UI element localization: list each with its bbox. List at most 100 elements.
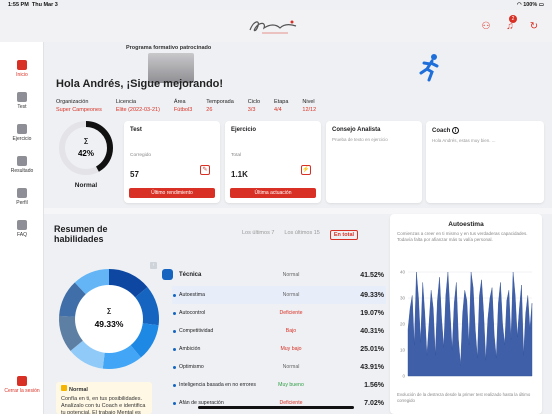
coach-title-row: Coach i <box>426 121 544 134</box>
skill-row[interactable]: Ambición Muy bajo 25.01% <box>172 340 386 358</box>
skill-value: 40.31% <box>360 327 384 335</box>
note-icon <box>61 385 67 391</box>
analyst-advice: Prueba de texto en ejercicio <box>332 137 388 142</box>
skill-name: Autocontrol <box>172 310 262 316</box>
filter-total[interactable]: En total <box>329 230 359 240</box>
level-note: Normal Confía en ti, en tus posibilidade… <box>56 382 152 414</box>
skills-table: Técnica Normal 41.52% Autoestima Normal 49.33… <box>162 264 386 412</box>
card-title: Coach <box>432 128 451 134</box>
logout-label: Cerrar la sesión <box>4 388 40 394</box>
meta-ciclo: Ciclo 3/3 <box>247 99 261 113</box>
skill-name: Técnica <box>179 272 202 278</box>
status-time: 1:55 PM <box>8 2 29 8</box>
edit-icon[interactable]: ✎ <box>200 165 210 175</box>
skill-value: 19.07% <box>360 309 384 317</box>
autoestima-chart: 0 10 20 30 40 <box>400 270 533 379</box>
skill-name: Optimismo <box>172 364 262 370</box>
skill-row[interactable]: Autoestima Normal 49.33% <box>172 286 386 304</box>
main-content: Programa formativo patrocinado Hola Andr… <box>44 42 552 414</box>
skill-level: Muy bueno <box>278 382 304 388</box>
home-indicator <box>198 406 354 409</box>
sidebar-item-inicio[interactable]: Inicio <box>0 60 44 78</box>
divider <box>44 208 552 214</box>
chart-title: Autoestima <box>448 221 484 228</box>
meta-temporada: Temporada 26 <box>206 99 234 113</box>
sidebar-item-test[interactable]: Test <box>0 92 44 110</box>
card-title: Consejo Analista <box>332 127 381 133</box>
coach-card: Coach i Hola Andrés, estas muy bien. ... <box>426 121 544 203</box>
meta-area: Área Fútbol3 <box>173 99 193 113</box>
status-bar: 1:55 PM Thu Mar 3 ◠ 100% ▭ <box>0 0 552 10</box>
y-tick-label: 30 <box>400 296 406 301</box>
sidebar-item-ejercicio[interactable]: Ejercicio <box>0 124 44 142</box>
refresh-icon[interactable]: ↻ <box>529 20 539 32</box>
skill-row[interactable]: Afán de superación Deficiente 7.02% <box>172 394 386 412</box>
status-date: Thu Mar 3 <box>31 2 58 8</box>
notification-badge: 2 <box>509 15 517 23</box>
card-sub: Corregido <box>130 153 152 158</box>
skill-level: Normal <box>282 292 300 298</box>
test-card[interactable]: Test Corregido 57 ✎ Último rendimiento <box>124 121 220 203</box>
skill-row[interactable]: Competitividad Bajo 40.31% <box>172 322 386 340</box>
sidebar-item-perfil[interactable]: Perfil <box>0 188 44 206</box>
card-value: 57 <box>130 170 139 179</box>
skill-row[interactable]: Autocontrol Deficiente 19.07% <box>172 304 386 322</box>
card-sub: Total <box>231 153 242 158</box>
skill-row[interactable]: Optimismo Normal 43.91% <box>172 358 386 376</box>
y-tick-label: 40 <box>400 270 406 275</box>
last-exercise-button[interactable]: Última actuación <box>230 188 316 198</box>
meta-etapa: Etapa 4/4 <box>274 99 289 113</box>
score-symbol: Σ <box>83 137 88 146</box>
meta-licencia: Licencia Elite (2022-03-21) <box>115 99 160 113</box>
skill-row[interactable]: Técnica Normal 41.52% <box>162 264 386 286</box>
sidebar: Inicio Test Ejercicio Resultado Perfil F… <box>0 42 44 414</box>
sidebar-item-resultado[interactable]: Resultado <box>0 156 44 174</box>
logout-button[interactable]: Cerrar la sesión <box>0 376 44 394</box>
score-ring: Σ 42% <box>59 121 113 175</box>
profile-icon <box>17 188 27 198</box>
run-icon[interactable]: ⚡ <box>301 165 311 175</box>
chart-footer: Evolución de la destreza desde la primer… <box>397 392 531 403</box>
expand-icon[interactable]: ‹ <box>150 262 157 269</box>
info-icon[interactable]: i <box>452 127 460 134</box>
skill-level: Normal <box>282 364 300 370</box>
skill-level: Bajo <box>285 328 297 334</box>
skills-section: Resumen de habilidades Los últimos 7 Los… <box>54 214 386 414</box>
sidebar-label: Perfil <box>16 200 28 206</box>
sidebar-label: Resultado <box>10 168 34 174</box>
bell-icon[interactable]: ♫ 2 <box>504 15 517 32</box>
sidebar-item-faq[interactable]: FAQ <box>0 220 44 238</box>
skill-value: 49.33% <box>360 291 384 299</box>
sponsor-label: Programa formativo patrocinado <box>126 45 212 51</box>
skill-level: Deficiente <box>279 310 303 316</box>
card-title: Test <box>130 127 142 133</box>
filter-last-15[interactable]: Los últimos 15 <box>284 230 320 236</box>
meta-nivel: Nivel 12/12 <box>302 99 317 113</box>
y-tick-label: 10 <box>400 348 406 353</box>
faq-icon <box>17 220 27 230</box>
add-user-icon[interactable]: ⚇ <box>481 20 491 32</box>
coach-message: Hola Andrés, estas muy bien. ... <box>432 138 496 143</box>
skill-name: Inteligencia basada en no errores <box>172 382 262 388</box>
last-performance-button[interactable]: Último rendimiento <box>129 188 215 198</box>
skill-value: 25.01% <box>360 345 384 353</box>
sidebar-label: Inicio <box>16 72 28 78</box>
wifi-icon: ◠ <box>516 2 522 8</box>
note-text: Confía en ti, en tus posibilidades. Anal… <box>61 396 146 414</box>
exercise-card[interactable]: Ejercicio Total 1.1K ⚡ Última actuación <box>225 121 321 203</box>
sidebar-label: Ejercicio <box>12 136 32 142</box>
home-icon <box>17 60 27 70</box>
card-title: Ejercicio <box>231 127 257 133</box>
autoestima-panel: Autoestima Comienzas a creer en ti mismo… <box>390 214 542 414</box>
y-tick-label: 20 <box>400 322 406 327</box>
score-label: Normal <box>74 182 98 189</box>
meta-row: Organización Super Campeones Licencia Elit… <box>56 99 330 113</box>
greeting-title: Hola Andrés, ¡Sigue mejorando! <box>56 78 224 90</box>
note-title: Normal <box>69 387 88 393</box>
filter-last-7[interactable]: Los últimos 7 <box>242 230 275 236</box>
meta-organizacion: Organización Super Campeones <box>56 99 102 113</box>
logout-icon <box>17 376 27 386</box>
top-bar: ⚇ ♫ 2 ↻ <box>0 10 552 42</box>
skill-row[interactable]: Inteligencia basada en no errores Muy bue… <box>172 376 386 394</box>
skill-level: Normal <box>282 272 300 278</box>
